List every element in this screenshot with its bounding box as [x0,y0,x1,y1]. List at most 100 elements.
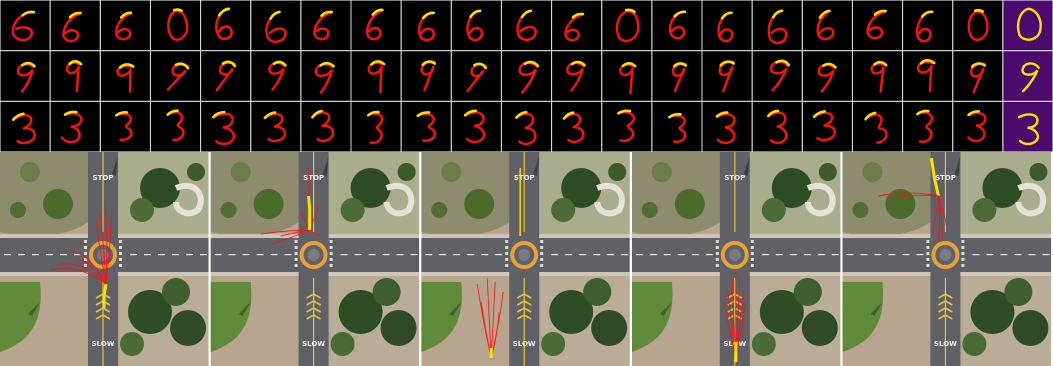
history-stroke [65,110,76,116]
digit-sample-cell [51,51,100,101]
predicted-digit-stroke [565,113,585,143]
road-text-slow: SLOW [92,340,115,348]
history-stroke [270,12,281,19]
predicted-digit-stroke [214,9,232,40]
digit-sample-cell [803,1,852,51]
predicted-digit-stroke [419,13,434,41]
digit-sample-cell [652,1,701,51]
predicted-digit-stroke [116,113,133,140]
road-text-slow: SLOW [302,340,325,348]
predicted-digit-stroke [616,111,637,142]
digit-sample-cell [853,1,902,51]
digit-sample-cell [602,102,651,152]
history-stroke [120,64,133,69]
digit-sample-cell [301,51,350,101]
digit-sample-cell [251,51,300,101]
history-stroke [474,63,486,68]
history-stroke [521,11,531,17]
history-stroke [564,113,574,119]
digit-sample-cell [502,51,551,101]
digit-sample-cell [703,51,752,101]
digit-sample-cell [151,1,200,51]
history-stroke [720,60,733,66]
history-stroke [525,61,538,66]
digit-sample-cell [452,102,501,152]
digit-sample-cell [652,102,701,152]
aerial-panel-5: STOP SLOW [842,152,1052,366]
digit-sample-cell [251,1,300,51]
predicted-digit-stroke [515,11,537,41]
history-trajectory [929,157,940,197]
predicted-trajectory [937,195,947,227]
history-stroke [776,60,789,65]
digit-sample-cell [853,102,902,152]
target-digit-stroke [1019,114,1038,144]
aerial-panel-1: STOP SLOW [0,152,209,366]
aerial-panel-2: STOP SLOW [210,152,420,366]
history-stroke [168,110,178,115]
predicted-digit-stroke [969,11,988,39]
predicted-digit-stroke [717,114,735,143]
history-trajectory [102,283,108,308]
predicted-digit-stroke [367,113,385,144]
history-stroke [875,9,886,16]
history-stroke [618,109,630,115]
history-stroke [264,112,275,117]
history-stroke [823,64,835,68]
digit-sample-cell [151,102,200,152]
history-stroke [320,63,333,66]
predicted-digit-stroke [615,10,640,42]
digit-target-cell [1003,51,1052,101]
history-stroke [22,63,34,66]
predicted-trajectory [260,229,310,235]
aerial-panel-3: STOP SLOW [421,152,630,366]
digit-sample-cell [502,102,551,152]
history-stroke [465,111,476,115]
predicted-digit-stroke [916,11,932,42]
history-stroke [373,9,383,15]
digit-sample-cell [552,1,601,51]
digit-sample-cell [903,102,952,152]
history-stroke [573,12,583,19]
digit-target-cell [1003,102,1052,152]
predicted-trajectory [878,192,939,197]
predicted-digit-stroke [367,10,383,40]
history-stroke [572,62,585,65]
digit-sample-cell [51,1,100,51]
predicted-digit-stroke [769,112,787,143]
predicted-digit-stroke [517,113,536,144]
digit-sample-cell [201,1,250,51]
history-stroke [69,61,81,65]
history-stroke [717,112,727,117]
history-stroke [321,11,331,18]
history-stroke [875,62,887,65]
predicted-digit-stroke [63,12,81,42]
predicted-digit-stroke [815,112,836,141]
predicted-trajectory [49,268,107,285]
digit-sample-cell [452,51,501,101]
predicted-digit-stroke [718,13,732,42]
history-stroke [972,63,985,68]
history-stroke [23,10,34,17]
digit-sample-cell [803,102,852,152]
digit-sample-cell [352,102,401,152]
digit-sample-cell [753,102,802,152]
history-stroke [13,114,25,120]
predicted-digit-stroke [11,9,36,42]
digit-sample-cell [652,51,701,101]
history-stroke [121,12,131,17]
digit-sample-cell [703,1,752,51]
predicted-trajectory [937,195,943,239]
predicted-digit-stroke [116,13,131,39]
digit-sample-cell [1,51,50,101]
digit-sample-cell [703,102,752,152]
digit-sample-cell [903,1,952,51]
digit-sample-cell [602,1,651,51]
history-stroke [422,61,434,66]
history-stroke [675,11,685,16]
road-text-stop: STOP [303,174,324,182]
predicted-trajectory [77,259,107,285]
history-stroke [176,63,189,69]
predicted-trajectory [99,211,107,285]
